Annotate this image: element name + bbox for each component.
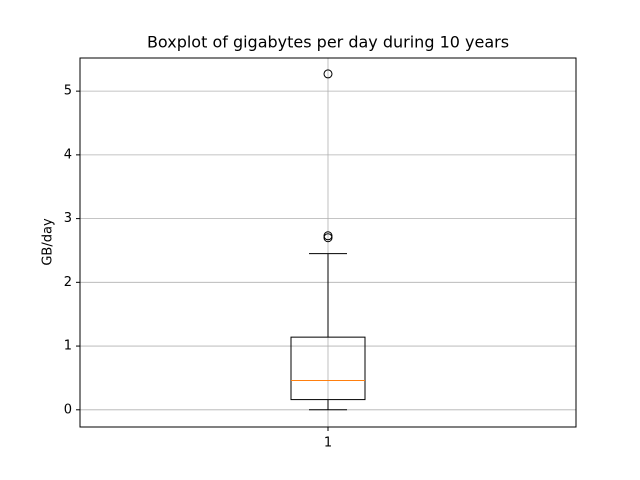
y-tick-label: 2 [64,275,72,290]
y-tick-label: 4 [64,147,72,162]
y-tick-label: 1 [64,339,72,354]
chart-title: Boxplot of gigabytes per day during 10 y… [147,33,509,52]
x-tick-label: 1 [324,436,332,451]
flier [323,69,333,79]
box [290,336,366,401]
y-tick-label: 3 [64,211,72,226]
flier [323,231,333,241]
y-axis-label: GB/day [41,218,56,266]
y-tick-label: 5 [64,84,72,99]
y-tick-label: 0 [64,402,72,417]
plot-frame [79,57,577,428]
